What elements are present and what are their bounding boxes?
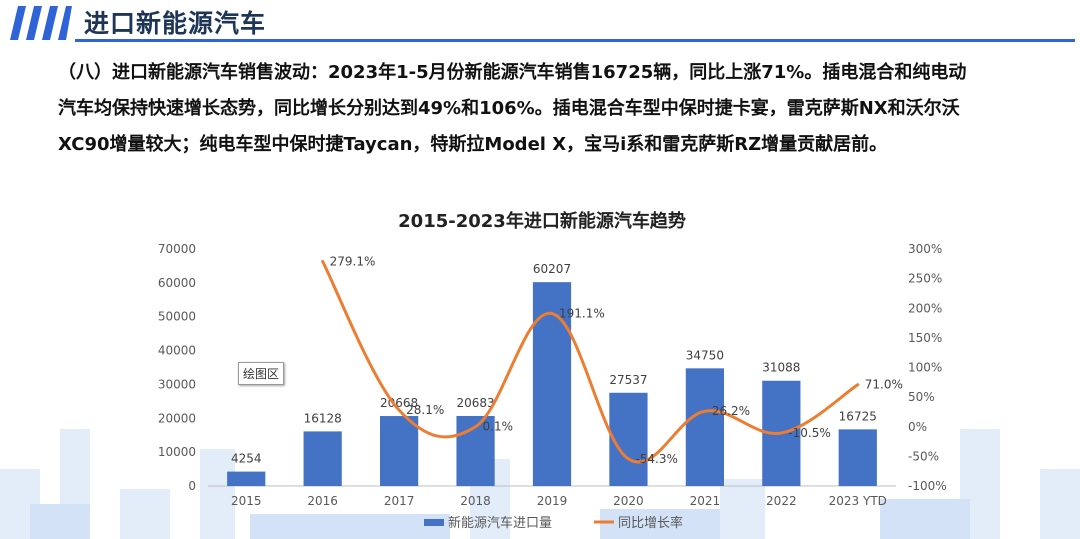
bar [380,416,419,486]
bar-value-label: 60207 [533,262,571,276]
left-axis-tick-label: 30000 [158,377,196,391]
bar [303,431,342,486]
summary-line: 汽车均保持快速增长态势，同比增长分别达到49%和106%。插电混合车型中保时捷卡… [58,98,960,119]
growth-rate-labels: 279.1% 28.1% 0.1% 191.1% -54.3% 26.2% -10.5% 71… [330,254,903,466]
header-stripes-icon [10,6,72,40]
chart-legend: 新能源汽车进口量 同比增长率 [424,515,683,531]
growth-rate-label: 191.1% [559,307,605,321]
summary-text: （八）进口新能源汽车销售波动：2023年1-5月份新能源汽车销售16725辆，同… [58,55,1058,163]
x-axis-category-label: 2018 [460,494,491,508]
bar-series [227,282,877,486]
x-axis-category-label: 2017 [384,494,415,508]
growth-rate-label: 279.1% [330,254,376,268]
x-axis-category-labels: 2015 2016 2017 2018 2019 2020 2021 2022 2023 YTD [231,494,887,508]
bar-value-label: 4254 [231,452,262,466]
right-axis-tick-label: 150% [908,331,942,345]
x-axis-category-label: 2021 [690,494,721,508]
left-axis-tick-label: 10000 [158,445,196,459]
bar [532,282,572,486]
x-axis-category-label: 2022 [766,494,797,508]
legend-line-label: 同比增长率 [618,515,683,531]
bar-value-label: 31088 [762,361,800,375]
legend-bar-label: 新能源汽车进口量 [448,515,552,531]
page-title: 进口新能源汽车 [84,9,267,38]
growth-rate-label: -10.5% [788,426,830,440]
left-axis-tick-label: 20000 [158,411,196,425]
bar [685,368,724,486]
summary-line: （八）进口新能源汽车销售波动：2023年1-5月份新能源汽车销售16725辆，同… [58,62,967,83]
right-axis-tick-label: 50% [908,390,935,404]
bar-value-label: 16725 [839,409,877,423]
growth-rate-label: 71.0% [865,378,903,392]
right-axis-tick-label: 300% [908,242,942,256]
plot-area-tooltip: 绘图区 [238,362,285,385]
left-axis-tick-label: 0 [188,479,196,493]
right-axis-tick-label: 100% [908,361,942,375]
right-axis-ticks: -100% -50% 0% 50% 100% 150% 200% 250% 300% [908,242,947,493]
right-axis-tick-label: -50% [908,449,939,463]
x-axis-category-label: 2015 [231,494,262,508]
growth-rate-label: 28.1% [406,403,444,417]
bar [838,429,877,486]
bar-value-label: 20683 [456,396,494,410]
x-axis-category-label: 2016 [307,494,338,508]
left-axis-tick-label: 70000 [158,242,196,256]
left-axis-ticks: 0 10000 20000 30000 40000 50000 60000 70000 [158,242,196,493]
right-axis-tick-label: 0% [908,420,927,434]
bar-value-label: 34750 [686,348,724,362]
x-axis-category-label: 2023 YTD [829,494,887,508]
bar-value-label: 16128 [304,411,342,425]
header-divider [75,39,1075,42]
x-axis-category-label: 2020 [613,494,644,508]
bar [609,392,648,486]
legend-bar-swatch [424,519,444,526]
growth-rate-line [321,259,860,464]
right-axis-tick-label: 250% [908,272,942,286]
right-axis-tick-label: 200% [908,301,942,315]
growth-rate-label: 26.2% [712,404,750,418]
left-axis-tick-label: 60000 [158,276,196,290]
growth-rate-label: 0.1% [483,420,514,434]
right-axis-tick-label: -100% [908,479,947,493]
left-axis-tick-label: 40000 [158,344,196,358]
summary-line: XC90增量较大；纯电车型中保时捷Taycan，特斯拉Model X，宝马i系和… [58,134,888,155]
chart-title: 2015-2023年进口新能源汽车趋势 [398,210,686,232]
x-axis-category-label: 2019 [537,494,568,508]
left-axis-tick-label: 50000 [158,310,196,324]
bar [227,471,266,486]
bar-value-label: 27537 [609,373,647,387]
growth-rate-label: -54.3% [635,452,677,466]
